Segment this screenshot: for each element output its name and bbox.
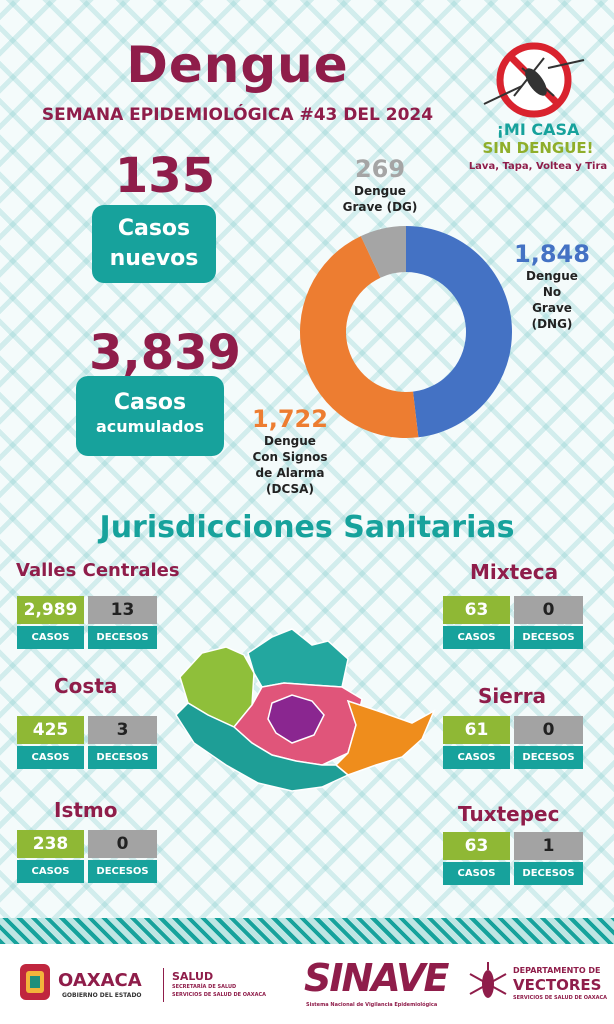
valles-casos-label: CASOS: [17, 626, 84, 649]
region-stats-mixteca: 63 0 CASOS DECESOS: [443, 596, 583, 653]
dcsa-label-text-4: (DCSA): [266, 482, 314, 496]
valles-decesos-label: DECESOS: [88, 626, 157, 649]
sierra-decesos-label: DECESOS: [514, 746, 583, 769]
footer-sinave-sub: Sistema Nacional de Vigilancia Epidemiol…: [306, 1002, 438, 1008]
istmo-casos-label: CASOS: [17, 860, 84, 883]
dcsa-label-value: 1,722: [252, 405, 328, 433]
dg-label: 269 Dengue Grave (DG): [330, 155, 430, 215]
footer-divider: [163, 968, 164, 1002]
donut-slice-dg: [360, 226, 406, 278]
dng-label-text-4: (DNG): [531, 317, 573, 331]
tuxtepec-casos-value: 63: [443, 832, 510, 860]
footer: OAXACA GOBIERNO DEL ESTADO SALUD SECRETA…: [0, 944, 614, 1024]
slogan-line-3: Lava, Tapa, Voltea y Tira: [468, 161, 608, 172]
mixteca-casos-label: CASOS: [443, 626, 510, 649]
tuxtepec-decesos-value: 1: [514, 832, 583, 860]
footer-depto-3: SERVICIOS DE SALUD DE OAXACA: [513, 995, 608, 1001]
casos-acumulados-value: 3,839: [89, 325, 241, 381]
dng-label-text-1: Dengue: [526, 269, 578, 283]
region-stats-costa: 425 3 CASOS DECESOS: [17, 716, 157, 773]
casos-acumulados-label-2: acumulados: [96, 417, 204, 436]
decorative-band: [0, 918, 614, 944]
region-name-istmo: Istmo: [54, 798, 118, 822]
region-name-tuxtepec: Tuxtepec: [458, 802, 560, 826]
footer-salud-sub-1: SECRETARÍA DE SALUD: [172, 984, 237, 990]
jurisdicciones-title: Jurisdicciones Sanitarias: [99, 510, 515, 545]
dng-label: 1,848 Dengue No Grave (DNG): [500, 240, 604, 332]
istmo-decesos-value: 0: [88, 830, 157, 858]
slogan-line-1: ¡MI CASA: [496, 120, 580, 139]
oaxaca-emblem-icon: [20, 964, 50, 1000]
footer-depto-1: DEPARTAMENTO DE: [513, 966, 601, 975]
casos-acumulados-badge: Casos acumulados: [76, 376, 224, 456]
dg-label-text-1: Dengue: [354, 184, 406, 198]
footer-depto-2: VECTORES: [513, 976, 602, 994]
sierra-casos-label: CASOS: [443, 746, 510, 769]
page-title: Dengue: [126, 36, 349, 94]
oaxaca-map: [175, 628, 436, 792]
dg-label-text-2: Grave (DG): [342, 200, 418, 214]
slogan-line-2: SIN DENGUE!: [482, 139, 594, 157]
dcsa-label-text-3: de Alarma: [255, 466, 325, 480]
footer-oaxaca: OAXACA: [58, 970, 142, 991]
costa-casos-value: 425: [17, 716, 84, 744]
dengue-donut-chart: [299, 226, 513, 438]
page-subtitle: SEMANA EPIDEMIOLÓGICA #43 DEL 2024: [41, 105, 434, 125]
donut-slice-dng: [406, 226, 513, 438]
footer-sinave-logo: SINAVE: [304, 956, 450, 1000]
mixteca-casos-value: 63: [443, 596, 510, 624]
region-stats-istmo: 238 0 CASOS DECESOS: [17, 830, 157, 887]
casos-nuevos-label-1: Casos: [117, 216, 191, 241]
casos-acumulados-label-1: Casos: [113, 390, 187, 415]
region-stats-valles: 2,989 13 CASOS DECESOS: [17, 596, 157, 653]
tuxtepec-decesos-label: DECESOS: [514, 862, 583, 885]
donut-slice-dcsa: [299, 236, 419, 438]
region-stats-tuxtepec: 63 1 CASOS DECESOS: [443, 832, 583, 889]
dng-label-value: 1,848: [514, 240, 590, 268]
footer-salud-sub-2: SERVICIOS DE SALUD DE OAXACA: [172, 992, 267, 998]
dng-label-text-3: Grave: [532, 301, 572, 315]
istmo-casos-value: 238: [17, 830, 84, 858]
costa-decesos-value: 3: [88, 716, 157, 744]
costa-decesos-label: DECESOS: [88, 746, 157, 769]
valles-casos-value: 2,989: [17, 596, 84, 624]
mixteca-decesos-value: 0: [514, 596, 583, 624]
mosquito-logo-icon: [469, 962, 507, 998]
region-name-sierra: Sierra: [478, 684, 547, 708]
casos-nuevos-value: 135: [114, 148, 216, 204]
slogan: ¡MI CASA SIN DENGUE! Lava, Tapa, Voltea …: [468, 120, 608, 172]
casos-nuevos-badge: Casos nuevos: [92, 205, 216, 283]
dcsa-label: 1,722 Dengue Con Signos de Alarma (DCSA): [240, 405, 340, 497]
istmo-decesos-label: DECESOS: [88, 860, 157, 883]
valles-decesos-value: 13: [88, 596, 157, 624]
region-stats-sierra: 61 0 CASOS DECESOS: [443, 716, 583, 773]
casos-nuevos-label-2: nuevos: [109, 246, 199, 271]
mixteca-decesos-label: DECESOS: [514, 626, 583, 649]
tuxtepec-casos-label: CASOS: [443, 862, 510, 885]
no-mosquito-icon: [483, 42, 585, 118]
region-name-valles: Valles Centrales: [16, 560, 180, 581]
footer-salud: SALUD: [172, 970, 214, 983]
sierra-decesos-value: 0: [514, 716, 583, 744]
dg-label-value: 269: [354, 155, 406, 183]
region-name-costa: Costa: [54, 674, 118, 698]
dcsa-label-text-1: Dengue: [264, 434, 316, 448]
dng-label-text-2: No: [542, 285, 562, 299]
region-name-mixteca: Mixteca: [470, 560, 559, 584]
costa-casos-label: CASOS: [17, 746, 84, 769]
footer-oaxaca-sub: GOBIERNO DEL ESTADO: [62, 992, 142, 999]
dcsa-label-text-2: Con Signos: [252, 450, 328, 464]
sierra-casos-value: 61: [443, 716, 510, 744]
